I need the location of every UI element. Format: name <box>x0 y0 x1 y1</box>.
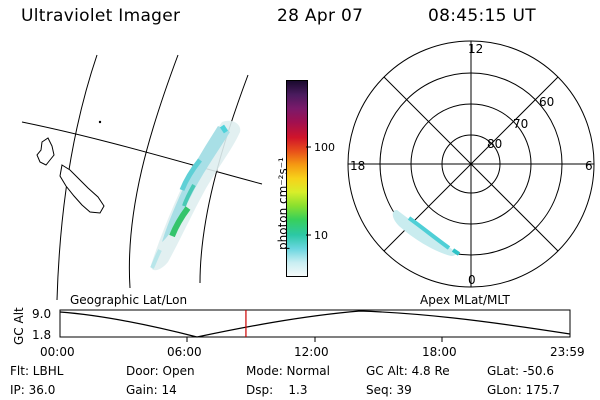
info-mode: Mode: Normal <box>246 364 330 378</box>
x-tick-1200: 12:00 <box>294 345 329 359</box>
time-label: 08:45:15 UT <box>428 6 536 26</box>
meridian-line <box>56 54 98 301</box>
polar-label-6: 6 <box>585 159 593 173</box>
y-tick-1.8: 1.8 <box>32 328 51 342</box>
coastline-south-island <box>59 164 105 214</box>
polar-label-70: 70 <box>513 117 528 131</box>
polar-plot: 12 0 18 6 60 70 80 <box>347 40 595 288</box>
island-dot <box>98 120 102 124</box>
gc-alt-axis-label: GC Alt <box>12 307 26 345</box>
altitude-curve <box>59 310 571 338</box>
map-projection-title: Geographic Lat/Lon <box>70 293 188 307</box>
latitude-line <box>21 121 263 185</box>
info-door: Door: Open <box>126 364 195 378</box>
meridian-line <box>199 74 249 284</box>
polar-projection-title: Apex MLat/MLT <box>420 293 510 307</box>
aurora-swath <box>150 120 241 271</box>
info-glon: GLon: 175.7 <box>487 383 560 397</box>
polar-label-0: 0 <box>468 273 476 287</box>
instrument-title: Ultraviolet Imager <box>21 6 181 26</box>
polar-label-18: 18 <box>350 159 365 173</box>
info-dsp: Dsp: 1.3 <box>246 383 308 397</box>
polar-aurora <box>392 210 456 256</box>
x-tick-2359: 23:59 <box>550 345 585 359</box>
coastline-north-island <box>36 137 55 166</box>
x-tick-0000: 00:00 <box>40 345 75 359</box>
polar-label-60: 60 <box>539 95 554 109</box>
x-tick-1800: 18:00 <box>422 345 457 359</box>
colorbar-unit-label: photon cm⁻²s⁻¹ <box>276 157 290 250</box>
colorbar-tick-100: 100 <box>314 141 335 154</box>
info-gc-alt: GC Alt: 4.8 Re <box>366 364 450 378</box>
info-gain: Gain: 14 <box>126 383 177 397</box>
colorbar-tick-10: 10 <box>314 229 328 242</box>
info-glat: GLat: -50.6 <box>487 364 554 378</box>
colorbar-gradient <box>287 81 307 276</box>
y-tick-9: 9.0 <box>32 307 51 321</box>
polar-label-80: 80 <box>487 137 502 151</box>
info-flt: Flt: LBHL <box>10 364 64 378</box>
timeline-panel: 9.0 1.8 00:00 06:00 12:00 18:00 23:59 <box>32 307 585 359</box>
colorbar <box>286 80 308 277</box>
x-tick-0600: 06:00 <box>167 345 202 359</box>
date-label: 28 Apr 07 <box>277 6 364 26</box>
info-ip: IP: 36.0 <box>10 383 56 397</box>
info-seq: Seq: 39 <box>366 383 412 397</box>
polar-label-12: 12 <box>468 42 483 56</box>
colorbar-ticks: 100 10 <box>306 141 335 242</box>
meridian-line <box>128 54 179 289</box>
